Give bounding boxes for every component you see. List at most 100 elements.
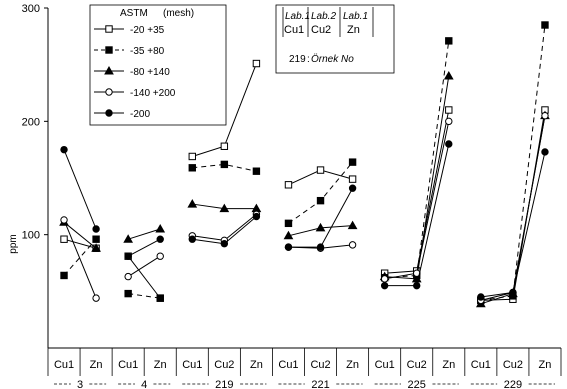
- info-cu2: Cu2: [311, 24, 331, 36]
- y-tick-label: 300: [22, 3, 40, 15]
- series-line: [480, 109, 546, 301]
- legend: ASTM (mesh) -20 +35 -35 +80 -80 +140 -140 +…: [89, 4, 227, 126]
- data-point: [316, 166, 325, 174]
- legend-title-unit: (mesh): [163, 8, 194, 19]
- data-point: [348, 241, 357, 249]
- legend-label: -140 +200: [130, 88, 176, 99]
- x-tick-label: Zn: [250, 359, 263, 371]
- data-point: [315, 222, 326, 232]
- data-point: [380, 275, 389, 283]
- data-point: [284, 219, 293, 228]
- legend-swatch-marker: [105, 88, 113, 96]
- series-line: [63, 149, 97, 230]
- x-group-label: 4: [141, 379, 147, 389]
- legend-label: -20 +35: [130, 25, 165, 36]
- data-point: [188, 235, 196, 243]
- series-line: [63, 219, 97, 299]
- data-point: [124, 289, 132, 298]
- data-point: [445, 106, 453, 114]
- series-line: [63, 238, 97, 276]
- x-tick-label: Zn: [154, 359, 167, 371]
- x-group-label: 225: [408, 379, 426, 389]
- info-lab1b: Lab.1: [343, 11, 368, 22]
- legend-swatch-marker: [104, 65, 114, 75]
- info-box-frame: [275, 4, 395, 74]
- x-tick-label: Cu2: [310, 359, 330, 371]
- info-lab1: Lab.1: [285, 11, 310, 22]
- data-point: [541, 148, 549, 156]
- info-sample-colon: :: [307, 54, 310, 65]
- data-point: [187, 199, 198, 208]
- data-point: [445, 117, 453, 126]
- data-point: [252, 167, 261, 175]
- legend-label: -200: [130, 109, 150, 120]
- x-tick-label: Zn: [90, 359, 103, 371]
- x-tick-label: Zn: [539, 359, 552, 371]
- data-point: [284, 243, 293, 251]
- data-point: [380, 281, 389, 290]
- data-point: [220, 142, 229, 150]
- x-group-label: 229: [504, 379, 522, 389]
- data-point: [124, 272, 132, 281]
- data-point: [284, 181, 293, 189]
- series-line: [384, 75, 450, 280]
- data-point: [509, 288, 517, 297]
- data-point: [156, 294, 164, 302]
- data-point: [445, 37, 453, 45]
- series-line: [480, 115, 546, 301]
- info-box: Lab.1 Lab.2 Lab.1 Cu1 Cu2 Zn 219 : Örnek…: [275, 4, 395, 74]
- x-tick-label: Zn: [346, 359, 359, 371]
- data-point: [156, 252, 164, 260]
- series-line: [128, 293, 161, 299]
- data-point: [188, 152, 196, 161]
- data-point: [92, 225, 100, 233]
- series-line: [480, 151, 546, 298]
- x-tick-label: Cu1: [54, 359, 74, 371]
- series-line: [128, 228, 161, 240]
- data-point: [348, 175, 357, 183]
- x-group-label: 219: [215, 379, 233, 389]
- data-point: [188, 164, 196, 172]
- data-point: [445, 140, 453, 148]
- x-tick-label: Cu2: [214, 359, 234, 371]
- data-point: [252, 212, 261, 221]
- data-point: [220, 160, 229, 169]
- data-point: [60, 145, 68, 154]
- data-point: [443, 70, 454, 80]
- x-tick-label: Cu2: [407, 359, 427, 371]
- x-tick-label: Cu1: [118, 359, 138, 371]
- legend-label: -80 +140: [130, 67, 170, 78]
- data-point: [348, 184, 357, 192]
- y-tick-label: 100: [22, 230, 40, 242]
- data-point: [477, 293, 485, 301]
- info-sample-text: Örnek No: [311, 53, 354, 65]
- x-group-label: 221: [311, 379, 329, 389]
- data-point: [541, 111, 549, 120]
- series-5: [60, 140, 549, 301]
- info-zn: Zn: [347, 24, 360, 36]
- x-tick-label: Cu1: [182, 359, 202, 371]
- series-line: [127, 255, 161, 278]
- data-point: [541, 21, 549, 29]
- data-point: [283, 230, 294, 240]
- series-line: [480, 24, 546, 301]
- data-point: [348, 158, 357, 166]
- x-group-label: 3: [77, 379, 83, 389]
- info-cu1: Cu1: [284, 24, 304, 36]
- data-point: [413, 281, 421, 290]
- x-tick-label: Cu1: [278, 359, 298, 371]
- data-point: [155, 223, 166, 233]
- legend-title: ASTM: [120, 8, 148, 19]
- data-point: [316, 196, 325, 205]
- y-axis-label: ppm: [8, 234, 19, 253]
- legend-label: -35 +80: [130, 46, 165, 57]
- legend-items: -20 +35 -35 +80 -80 +140 -140 +200 -200: [94, 25, 176, 120]
- data-point: [124, 252, 132, 260]
- data-point: [60, 216, 68, 224]
- series-4: [60, 111, 549, 305]
- data-point: [60, 271, 68, 280]
- data-point: [347, 220, 358, 230]
- series-line: [63, 221, 97, 249]
- series-layer: [59, 21, 550, 308]
